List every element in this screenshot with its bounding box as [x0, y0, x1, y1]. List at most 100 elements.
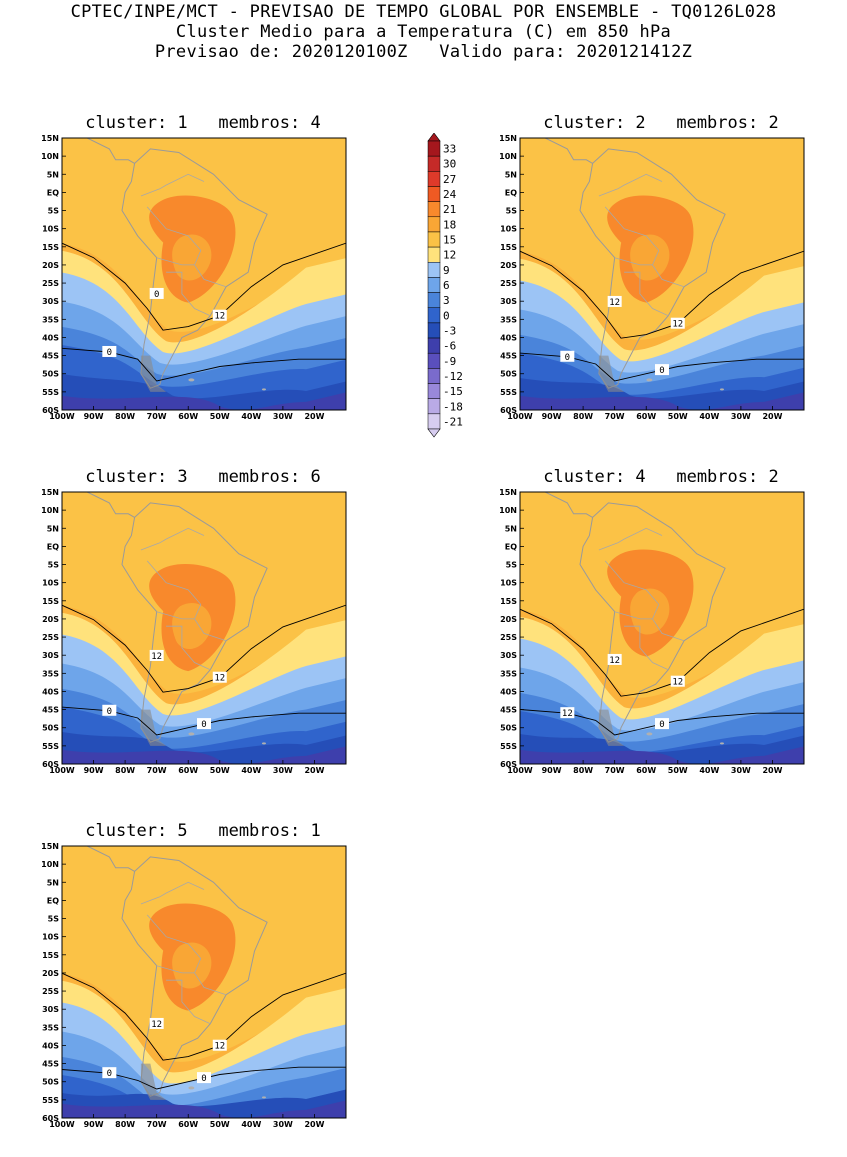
lat-label: 40S	[500, 687, 517, 696]
lat-label: 25S	[42, 987, 59, 996]
contour-label: 12	[214, 312, 225, 322]
colorbar-label: 21	[443, 203, 456, 216]
lat-label: 50S	[500, 724, 517, 733]
colorbar: 33302724211815129630-3-6-9-12-15-18-21	[420, 133, 480, 443]
lon-label: 30W	[731, 766, 751, 775]
lat-label: 30S	[42, 1005, 59, 1014]
falkland-islands	[646, 732, 652, 735]
lat-label: 15S	[500, 243, 517, 252]
lon-label: 80W	[573, 412, 593, 421]
lon-label: 50W	[210, 412, 230, 421]
lat-label: 25S	[42, 633, 59, 642]
map-panel-cluster-1: cluster: 1 membros: 4 12 0 0 15N 10N 5N EQ 5S 10S…	[20, 113, 350, 423]
lat-label: 50S	[42, 1078, 59, 1087]
header-line-2: Cluster Medio para a Temperatura (C) em …	[0, 22, 847, 42]
colorbar-label: 0	[443, 309, 450, 322]
lat-label: 15S	[500, 597, 517, 606]
colorbar-swatch	[428, 414, 440, 429]
lat-label: EQ	[505, 188, 517, 197]
lon-label: 70W	[605, 412, 625, 421]
lat-label: 20S	[500, 261, 517, 270]
lat-label: 45S	[42, 1060, 59, 1069]
colorbar-swatch	[428, 232, 440, 247]
lon-label: 100W	[49, 412, 75, 421]
lon-label: 50W	[668, 412, 688, 421]
lat-label: 25S	[500, 633, 517, 642]
lon-label: 50W	[210, 766, 230, 775]
lat-label: 15S	[42, 951, 59, 960]
colorbar-label: 33	[443, 143, 456, 156]
lon-label: 40W	[241, 412, 261, 421]
map-svg: 120015N10N5NEQ5S10S15S20S25S30S35S40S45S…	[20, 113, 350, 423]
map-svg: 12120015N10N5NEQ5S10S15S20S25S30S35S40S4…	[20, 467, 350, 777]
colorbar-label: -18	[443, 400, 463, 413]
colorbar-label: -6	[443, 340, 456, 353]
contour-label: 12	[151, 1020, 162, 1030]
lon-label: 70W	[147, 1120, 167, 1129]
lat-label: 55S	[500, 388, 517, 397]
lon-label: 80W	[115, 766, 135, 775]
lat-label: 25S	[500, 279, 517, 288]
lat-label: 50S	[42, 370, 59, 379]
lat-label: 35S	[42, 669, 59, 678]
lat-label: EQ	[505, 542, 517, 551]
colorbar-swatch	[428, 323, 440, 338]
lat-label: 45S	[500, 706, 517, 715]
colorbar-label: 30	[443, 158, 456, 171]
colorbar-label: -3	[443, 324, 456, 337]
falkland-islands	[188, 1086, 194, 1089]
lat-label: 45S	[42, 352, 59, 361]
lat-label: 10N	[41, 152, 59, 161]
lat-label: 15N	[499, 488, 517, 497]
colorbar-label: 9	[443, 264, 450, 277]
falkland-islands	[188, 732, 194, 735]
lat-label: 30S	[42, 297, 59, 306]
colorbar-swatch	[428, 262, 440, 277]
lat-label: 5N	[505, 524, 517, 533]
lat-label: 5S	[48, 561, 60, 570]
lat-label: 20S	[42, 969, 59, 978]
lon-label: 80W	[115, 1120, 135, 1129]
colorbar-swatch	[428, 384, 440, 399]
map-panel-cluster-5: cluster: 5 membros: 1 12 12 0 0 15N 10N 5N EQ 5S 1…	[20, 821, 350, 1131]
lon-label: 50W	[668, 766, 688, 775]
lat-label: 10N	[499, 506, 517, 515]
lat-label: 30S	[42, 651, 59, 660]
lat-label: 10S	[42, 933, 59, 942]
colorbar-label: 12	[443, 249, 456, 262]
colorbar-label: -21	[443, 415, 463, 428]
lat-label: 10S	[42, 579, 59, 588]
lat-label: 10S	[42, 225, 59, 234]
contour-label: 12	[214, 1042, 225, 1052]
colorbar-swatch	[428, 247, 440, 262]
lon-label: 80W	[115, 412, 135, 421]
lat-label: EQ	[47, 188, 59, 197]
contour-label: 12	[562, 709, 573, 719]
lat-label: 45S	[500, 352, 517, 361]
contour-label: 12	[151, 652, 162, 662]
colorbar-label: -12	[443, 370, 463, 383]
lon-label: 50W	[210, 1120, 230, 1129]
lon-label: 30W	[273, 766, 293, 775]
lat-label: 10N	[41, 506, 59, 515]
colorbar-label: 18	[443, 218, 456, 231]
lat-label: 30S	[500, 651, 517, 660]
contour-label: 12	[214, 674, 225, 684]
lat-label: EQ	[47, 542, 59, 551]
lat-label: 55S	[42, 1096, 59, 1105]
colorbar-label: -9	[443, 355, 456, 368]
lon-label: 40W	[241, 1120, 261, 1129]
map-svg: 12 12 12 0 15N 10N 5N EQ 5S 10S 15S 20S 25S 30S 35S 40S…	[478, 467, 808, 777]
colorbar-label: 27	[443, 173, 456, 186]
lat-label: 55S	[42, 388, 59, 397]
lon-label: 30W	[731, 412, 751, 421]
south-georgia	[720, 388, 724, 390]
map-svg: 12120015N10N5NEQ5S10S15S20S25S30S35S40S4…	[20, 821, 350, 1131]
lat-label: 10S	[500, 579, 517, 588]
lat-label: 50S	[42, 724, 59, 733]
south-georgia	[720, 742, 724, 744]
colorbar-swatch	[428, 293, 440, 308]
lon-label: 20W	[762, 766, 782, 775]
lon-label: 100W	[507, 412, 533, 421]
lon-label: 30W	[273, 412, 293, 421]
